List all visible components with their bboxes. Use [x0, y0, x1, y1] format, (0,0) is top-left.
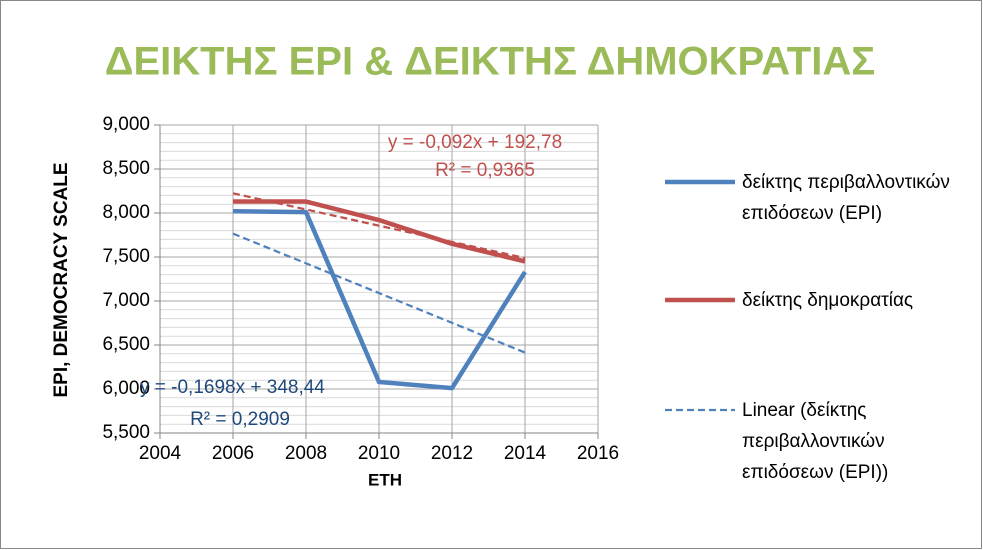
- x-tick-label: 2016: [577, 443, 619, 464]
- trendline-r-squared: R² = 0,9365: [435, 160, 535, 181]
- y-tick-label: 6,500: [102, 334, 150, 355]
- series-line: [232, 208, 527, 391]
- x-tick-label: 2004: [139, 443, 182, 464]
- legend-label: δείκτης περιβαλλοντικών επιδόσεων (EPI): [742, 172, 950, 224]
- chart-title: ΔΕΙΚΤΗΣ EPI & ΔΕΙΚΤΗΣ ΔΗΜΟΚΡΑΤΙΑΣ: [105, 40, 876, 84]
- x-tick-label: 2012: [431, 443, 473, 464]
- x-tick-label: 2014: [504, 443, 547, 464]
- trendline-equation: y = -0,092x + 192,78: [388, 132, 562, 153]
- x-tick-label: 2006: [212, 443, 254, 464]
- legend-label: δείκτης δημοκρατίας: [742, 290, 914, 311]
- y-tick-label: 7,500: [102, 246, 150, 267]
- y-tick-label: 7,000: [102, 290, 150, 311]
- y-axis-label: EPI, DEMOCRACY SCALE: [51, 162, 72, 397]
- y-tick-label: 8,000: [102, 202, 150, 223]
- trendline-r-squared: R² = 0,2909: [190, 409, 290, 430]
- y-tick-label: 6,000: [102, 378, 150, 399]
- x-axis-label: ETH: [368, 470, 402, 489]
- y-tick-label: 9,000: [102, 114, 150, 135]
- trendline: [232, 192, 526, 260]
- trendline: [232, 232, 526, 354]
- x-tick-label: 2010: [358, 443, 400, 464]
- x-tick-label: 2008: [285, 443, 327, 464]
- y-tick-label: 8,500: [102, 158, 150, 179]
- trendline-equation: y = -0,1698x + 348,44: [140, 377, 325, 398]
- y-tick-label: 5,500: [102, 422, 150, 443]
- legend-label: Linear (δείκτης περιβαλλοντικών επιδόσεω…: [742, 400, 889, 483]
- series-line: [233, 199, 526, 264]
